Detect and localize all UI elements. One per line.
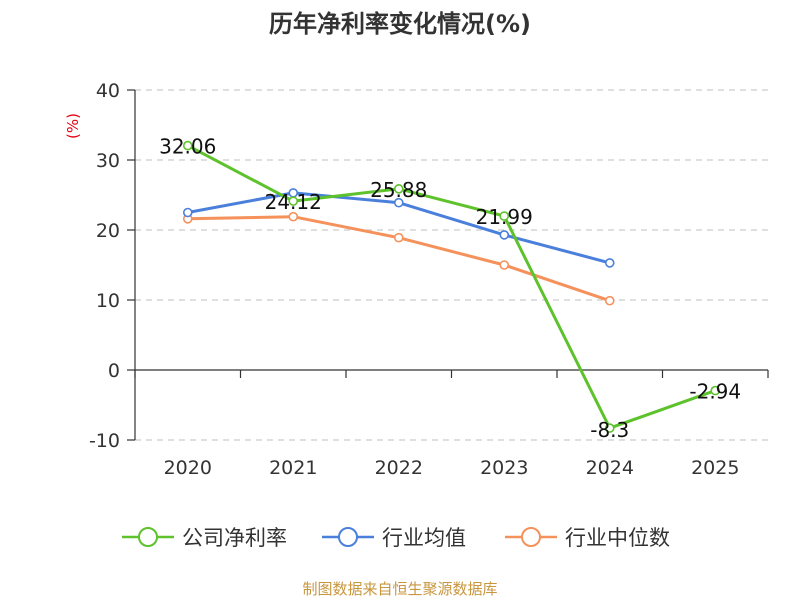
chart-title: 历年净利率变化情况(%) (269, 10, 531, 38)
data-label-2020: 32.06 (159, 135, 216, 159)
legend-label-2: 行业中位数 (565, 526, 670, 550)
data-label-2023: 21.99 (476, 205, 533, 229)
x-tick-label-2025: 2025 (691, 457, 739, 479)
legend-item-0[interactable]: 公司净利率 (122, 526, 287, 550)
legend-marker-0 (138, 527, 158, 547)
series-line-0 (187, 144, 716, 430)
x-tick-label-2021: 2021 (269, 457, 317, 479)
series-layer (182, 140, 721, 433)
legend-label-1: 行业均值 (382, 526, 466, 550)
legend-item-1[interactable]: 行业均值 (322, 526, 466, 550)
x-tick-label-2023: 2023 (480, 457, 528, 479)
x-tick-label-2024: 2024 (586, 457, 634, 479)
series-line-2 (187, 215, 611, 303)
data-point-s0-2022 (393, 184, 404, 194)
legend-item-2[interactable]: 行业中位数 (505, 526, 670, 550)
x-tick-labels: 2020 2021 2022 2023 2024 2025 (164, 457, 740, 479)
x-tick-label-2020: 2020 (164, 457, 212, 479)
data-point-s0-2024 (604, 423, 615, 433)
legend-marker-2 (521, 527, 541, 547)
data-label-2025: -2.94 (689, 380, 741, 404)
data-point-s2-2023 (499, 260, 510, 270)
y-tick-label-1: 30 (96, 150, 120, 172)
y-tick-label-2: 20 (96, 220, 120, 242)
legend-marker-1 (338, 527, 358, 547)
data-label-2022: 25.88 (370, 178, 427, 202)
grid-lines (135, 89, 768, 441)
y-axis-unit: (%) (64, 113, 82, 139)
data-point-s2-2024 (604, 295, 615, 306)
data-point-s0-2025 (710, 385, 721, 396)
axes (127, 89, 769, 441)
y-tick-label-0: 40 (96, 80, 120, 102)
data-point-s1-2023 (499, 230, 510, 240)
y-tick-label-3: 10 (96, 290, 120, 312)
data-point-s1-2020 (182, 207, 193, 218)
source-note: 制图数据来自恒生聚源数据库 (302, 580, 497, 598)
y-tick-label-4: 0 (108, 360, 120, 382)
data-point-s1-2024 (604, 258, 615, 268)
y-tick-labels: 40 30 20 10 0 -10 (89, 80, 120, 452)
y-tick-label-5: -10 (89, 430, 120, 452)
data-point-s2-2021 (288, 211, 299, 222)
data-point-s0-2021 (288, 196, 299, 206)
x-tick-label-2022: 2022 (375, 457, 423, 479)
legend[interactable]: 公司净利率 行业均值 行业中位数 (122, 526, 670, 550)
legend-label-0: 公司净利率 (182, 526, 287, 550)
data-point-s0-2020 (182, 140, 193, 151)
data-point-s0-2023 (499, 211, 510, 221)
data-label-2021: 24.12 (265, 190, 322, 214)
data-point-s2-2022 (393, 232, 404, 243)
data-point-s1-2022 (393, 197, 404, 208)
data-label-2024: -8.3 (590, 418, 629, 442)
data-labels: 32.06 24.12 25.88 21.99 -8.3 -2.94 (159, 135, 741, 443)
